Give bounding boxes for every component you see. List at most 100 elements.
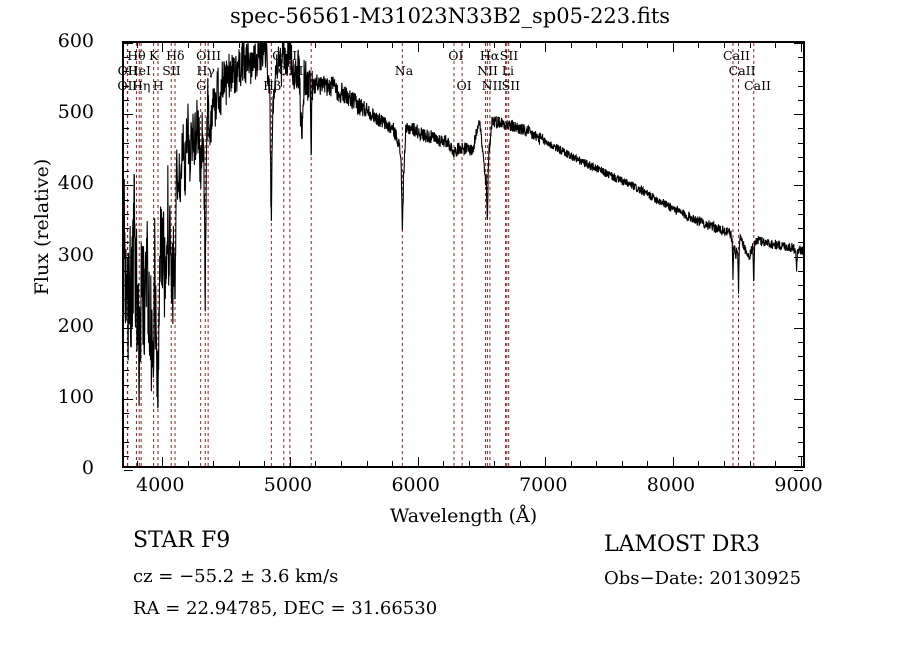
axis-tick [162, 457, 164, 466]
axis-tick [392, 43, 394, 48]
axis-tick [798, 313, 803, 315]
axis-tick [494, 461, 496, 466]
axis-tick [124, 114, 133, 116]
axis-tick [124, 413, 129, 415]
survey-release-label: LAMOST DR3 [604, 532, 760, 557]
object-class-label: STAR F9 [133, 528, 231, 553]
spectral-line-label: OIII [196, 48, 222, 63]
spectrum-trace [124, 43, 803, 408]
axis-tick [124, 156, 129, 158]
plot-inner-clip [124, 43, 803, 466]
axis-tick [124, 284, 129, 286]
y-tick-label: 100 [57, 385, 94, 408]
axis-tick [545, 43, 547, 52]
axis-tick [124, 356, 129, 358]
x-tick-label: 4000 [136, 474, 185, 496]
y-tick-label: 600 [57, 30, 94, 52]
spectral-line-label: OIII [272, 48, 298, 63]
axis-tick [798, 455, 803, 457]
axis-tick [187, 43, 189, 48]
axis-tick [213, 461, 215, 466]
axis-tick [775, 461, 777, 466]
axis-tick [798, 284, 803, 286]
spectral-line-label: CaII [744, 78, 771, 93]
spectral-line-label: Hθ [127, 48, 146, 63]
y-tick-label: 400 [57, 172, 94, 195]
axis-tick [124, 43, 133, 44]
axis-tick [798, 341, 803, 343]
axis-tick [570, 461, 572, 466]
axis-tick [698, 461, 700, 466]
axis-tick [800, 43, 802, 52]
axis-tick [647, 461, 649, 466]
axis-tick [238, 461, 240, 466]
axis-tick [647, 43, 649, 48]
y-axis-title: Flux (relative) [31, 158, 53, 296]
axis-tick [798, 299, 803, 301]
axis-tick [798, 384, 803, 386]
x-axis-title: Wavelength (Å) [389, 505, 538, 527]
spectrum-plot-area[interactable]: OII OII Hθ Hη HeI K H SII Hδ G Hγ OIII Hβ OIII OIII Na O… [117, 41, 805, 471]
axis-tick [162, 43, 164, 52]
axis-tick [124, 128, 129, 130]
axis-tick [289, 43, 291, 52]
spectral-line-label: OI [456, 78, 472, 93]
axis-tick [187, 461, 189, 466]
axis-tick [136, 43, 138, 48]
axis-tick [798, 199, 803, 201]
axis-tick [124, 441, 129, 443]
axis-tick [417, 457, 419, 466]
axis-tick [124, 313, 129, 315]
axis-tick [494, 43, 496, 48]
axis-tick [798, 128, 803, 130]
coordinates-label: RA = 22.94785, DEC = 31.66530 [133, 598, 438, 619]
axis-tick [341, 461, 343, 466]
metadata-footer: STAR F9 cz = −55.2 ± 3.6 km/s RA = 22.94… [0, 528, 900, 648]
axis-tick [794, 327, 803, 329]
axis-tick [698, 43, 700, 48]
spectral-line-label: OIII [278, 63, 304, 78]
axis-tick [124, 171, 129, 173]
axis-tick [124, 299, 129, 301]
axis-tick [519, 43, 521, 48]
redshift-velocity-label: cz = −55.2 ± 3.6 km/s [133, 566, 339, 587]
axis-tick [798, 213, 803, 215]
axis-tick [341, 43, 343, 48]
spectral-line-label: OI [448, 48, 464, 63]
spectrum-line-chart [124, 43, 803, 466]
axis-tick [798, 99, 803, 101]
axis-tick [621, 461, 623, 466]
axis-tick [264, 461, 266, 466]
axis-tick [794, 256, 803, 258]
spectral-line-label: Hγ [196, 63, 215, 78]
spectral-line-label: OII [117, 78, 138, 93]
y-tick-label: 200 [57, 314, 94, 337]
page-title: spec-56561-M31023N33B2_sp05-223.fits [229, 4, 671, 28]
axis-tick [124, 384, 129, 386]
y-tick-label: 500 [57, 101, 94, 124]
axis-tick [315, 461, 317, 466]
spectral-line-label: K [149, 48, 159, 63]
spectral-line-label: CaII [723, 48, 750, 63]
axis-tick [124, 228, 129, 230]
axis-tick [124, 213, 129, 215]
axis-tick [800, 457, 802, 466]
axis-tick [798, 228, 803, 230]
observation-date-label: Obs−Date: 20130925 [604, 568, 802, 589]
axis-tick [124, 99, 129, 101]
spectral-line-label: CaII [728, 63, 756, 78]
axis-tick [794, 43, 803, 44]
axis-tick [794, 185, 803, 187]
axis-tick [468, 43, 470, 48]
x-tick-label: 9000 [774, 474, 823, 496]
spectral-line-label: Hα [479, 48, 500, 63]
spectral-line-label: OII [117, 63, 138, 78]
axis-tick [570, 43, 572, 48]
axis-tick [443, 43, 445, 48]
axis-tick [124, 341, 129, 343]
axis-tick [366, 461, 368, 466]
axis-tick [124, 398, 133, 400]
axis-tick [519, 461, 521, 466]
x-tick-label: 6000 [391, 474, 440, 496]
x-tick-label: 5000 [263, 474, 313, 496]
